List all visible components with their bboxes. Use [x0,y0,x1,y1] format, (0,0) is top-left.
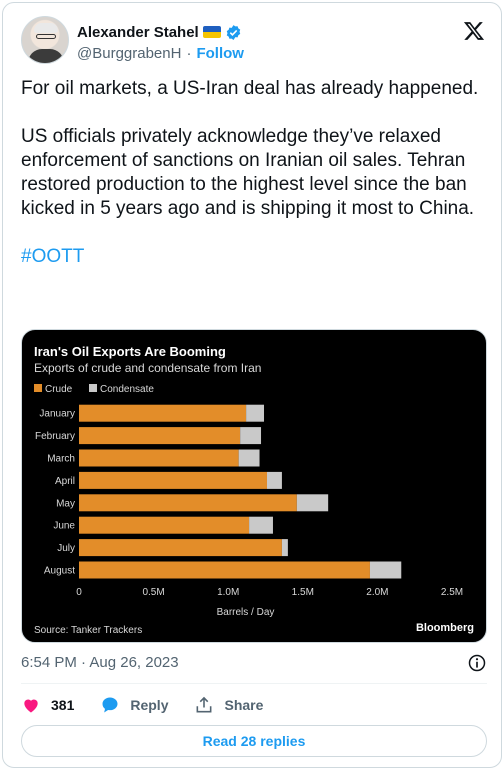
author-name-row: Alexander Stahel [77,22,242,42]
share-button[interactable]: Share [194,695,263,715]
category-label-june: June [53,521,75,532]
share-label: Share [224,697,264,713]
x-tick-label: 1.0M [217,587,239,598]
bloomberg-logo: Bloomberg [416,622,474,634]
handle-row: @BurggrabenH · Follow [77,45,244,62]
reply-button[interactable]: Reply [100,695,168,715]
chart-subtitle: Exports of crude and condensate from Ira… [34,361,261,375]
verified-badge-icon [226,24,240,40]
tweet-timestamp[interactable]: 6:54 PM · Aug 26, 2023 [21,654,179,671]
chart-image[interactable]: Iran's Oil Exports Are Booming Exports of… [21,329,487,643]
tweet-paragraph-1: For oil markets, a US-Iran deal has alre… [21,78,479,99]
category-label-july: July [57,543,75,554]
action-bar: 381 Reply Share [21,691,289,719]
x-axis-label: Barrels / Day [217,607,275,618]
category-label-may: May [56,498,75,509]
category-label-april: April [55,476,75,487]
bar-chart: Iran's Oil Exports Are Booming Exports of… [34,344,474,636]
divider [21,683,487,684]
x-logo-icon[interactable] [463,20,485,42]
avatar[interactable] [21,16,69,64]
bar-condensate-march [238,449,260,467]
chart-title: Iran's Oil Exports Are Booming [34,344,226,359]
legend-label-crude: Crude [45,384,73,395]
bar-condensate-april [266,471,282,489]
author-name[interactable]: Alexander Stahel [77,23,199,41]
hashtag-link[interactable]: #OOTT [21,246,85,267]
x-tick-label: 1.5M [292,587,314,598]
bar-crude-january [79,404,247,422]
x-tick-label: 0 [76,587,82,598]
author-handle[interactable]: @BurggrabenH [77,45,182,62]
ukraine-flag-icon [202,26,221,38]
reply-label: Reply [130,697,169,713]
x-tick-label: 2.5M [441,587,463,598]
bar-condensate-may [296,494,329,512]
read-replies-button[interactable]: Read 28 replies [21,725,487,757]
follow-button[interactable]: Follow [196,45,244,62]
bar-condensate-june [249,516,273,534]
legend-label-condensate: Condensate [100,384,154,395]
bar-condensate-july [281,539,288,557]
like-button[interactable]: 381 [21,695,74,715]
reply-bubble-icon [102,697,118,713]
bar-crude-april [79,471,267,489]
bar-condensate-february [240,427,262,445]
info-icon[interactable] [467,653,487,673]
separator-dot: · [186,45,192,62]
bar-crude-july [79,539,282,557]
bar-crude-may [79,494,297,512]
category-label-january: January [39,409,75,420]
tweet-paragraph-2: US officials privately acknowledge they’… [21,126,475,219]
share-icon [197,696,212,713]
bar-condensate-august [369,561,402,579]
category-label-february: February [35,431,75,442]
heart-icon [24,699,38,713]
chart-source: Source: Tanker Trackers [34,625,142,636]
x-tick-label: 0.5M [142,587,164,598]
bar-crude-february [79,427,241,445]
tweet-text: For oil markets, a US-Iran deal has alre… [21,77,487,269]
legend-swatch-crude [34,384,42,392]
bar-crude-august [79,561,370,579]
tweet-header: Alexander Stahel @BurggrabenH · Follow [21,16,487,66]
category-label-august: August [44,566,75,577]
like-count: 381 [51,697,75,713]
x-tick-label: 2.0M [366,587,388,598]
category-label-march: March [47,454,75,465]
bar-crude-june [79,516,250,534]
bar-condensate-january [246,404,265,422]
bar-crude-march [79,449,239,467]
legend-swatch-condensate [89,384,97,392]
